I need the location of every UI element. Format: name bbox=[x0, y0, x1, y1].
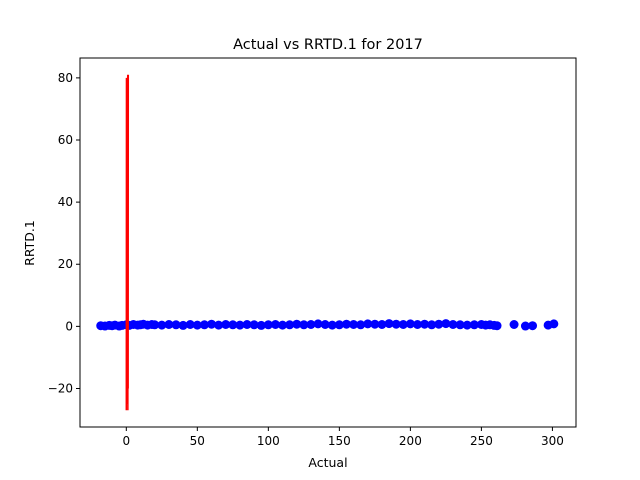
scatter-point bbox=[398, 320, 408, 329]
y-axis: −20 0 20 40 60 80 bbox=[48, 71, 80, 395]
y-tick-label: 20 bbox=[58, 257, 73, 271]
y-tick-label: 40 bbox=[58, 195, 73, 209]
scatter-point bbox=[242, 320, 252, 329]
scatter-point bbox=[320, 320, 330, 329]
scatter-point bbox=[549, 319, 559, 329]
scatter-point bbox=[299, 320, 309, 330]
x-tick-label: 150 bbox=[328, 434, 351, 448]
scatter-point bbox=[448, 320, 458, 329]
points-layer bbox=[96, 319, 559, 331]
scatter-point bbox=[341, 319, 351, 329]
y-tick-label: 80 bbox=[58, 71, 73, 85]
scatter-point bbox=[469, 320, 479, 330]
scatter-point bbox=[199, 320, 209, 330]
scatter-point bbox=[221, 320, 231, 329]
scatter-point bbox=[185, 320, 195, 329]
scatter-point bbox=[157, 320, 167, 330]
scatter-point bbox=[462, 320, 472, 330]
scatter-point bbox=[178, 320, 188, 330]
scatter-point bbox=[391, 319, 401, 329]
scatter-point bbox=[249, 320, 259, 330]
scatter-point bbox=[292, 319, 302, 329]
scatter-point bbox=[370, 319, 380, 329]
y-tick-label: 0 bbox=[65, 319, 73, 333]
y-axis-label: RRTD.1 bbox=[22, 220, 37, 266]
scatter-point bbox=[528, 321, 538, 331]
scatter-point bbox=[207, 319, 217, 329]
x-tick-label: 200 bbox=[399, 434, 422, 448]
scatter-point bbox=[270, 320, 280, 329]
scatter-point bbox=[363, 319, 373, 329]
scatter-point bbox=[256, 320, 266, 330]
scatter-point bbox=[455, 320, 465, 330]
scatter-point bbox=[278, 320, 288, 330]
scatter-point bbox=[313, 319, 323, 329]
scatter-point bbox=[509, 320, 519, 329]
x-tick-label: 50 bbox=[190, 434, 205, 448]
scatter-point bbox=[164, 320, 174, 329]
scatter-point bbox=[405, 319, 415, 329]
y-tick-label: −20 bbox=[48, 381, 73, 395]
scatter-point bbox=[214, 320, 224, 330]
scatter-point bbox=[285, 320, 295, 330]
scatter-point bbox=[327, 320, 337, 330]
x-tick-label: 300 bbox=[541, 434, 564, 448]
scatter-point bbox=[492, 321, 502, 331]
x-tick-label: 0 bbox=[122, 434, 130, 448]
scatter-point bbox=[434, 319, 444, 329]
scatter-point bbox=[441, 319, 451, 329]
scatter-point bbox=[520, 321, 530, 331]
chart-title: Actual vs RRTD.1 for 2017 bbox=[233, 37, 423, 53]
fit-line-layer bbox=[125, 74, 130, 411]
scatter-point bbox=[235, 320, 245, 330]
scatter-point bbox=[384, 319, 394, 329]
scatter-point bbox=[263, 320, 273, 330]
scatter-point bbox=[192, 320, 202, 330]
scatter-point bbox=[420, 319, 430, 329]
x-tick-label: 100 bbox=[257, 434, 280, 448]
scatter-point bbox=[334, 320, 344, 330]
scatter-point bbox=[349, 320, 359, 329]
scatter-point bbox=[377, 320, 387, 329]
scatter-point bbox=[356, 320, 366, 330]
x-axis: 0 50 100 150 200 250 300 bbox=[122, 427, 564, 448]
x-tick-label: 250 bbox=[470, 434, 493, 448]
scatter-point bbox=[228, 320, 238, 330]
fit-line bbox=[125, 74, 130, 411]
scatter-point bbox=[171, 320, 181, 330]
scatter-point bbox=[412, 320, 422, 329]
scatter-point bbox=[306, 320, 316, 329]
plot-area-frame bbox=[79, 57, 577, 428]
scatter-point bbox=[427, 320, 437, 330]
y-tick-label: 60 bbox=[58, 133, 73, 147]
x-axis-label: Actual bbox=[308, 455, 347, 470]
scatter-point bbox=[150, 320, 160, 330]
